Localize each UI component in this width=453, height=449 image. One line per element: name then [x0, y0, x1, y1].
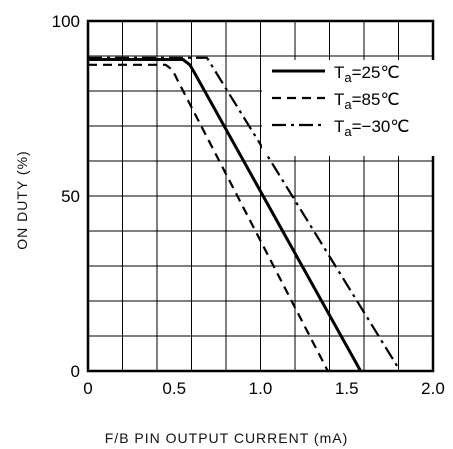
x-tick-label: 0.5 [162, 379, 186, 398]
legend-entry: Ta=−30℃ [334, 117, 409, 139]
y-tick-label: 50 [61, 187, 80, 206]
x-tick-label: 1.0 [249, 379, 273, 398]
y-axis-label: ON DUTY (%) [14, 150, 30, 250]
y-tick-label: 0 [71, 362, 80, 381]
legend: Ta=25℃ Ta=85℃ Ta=−30℃ [262, 60, 437, 156]
legend-background [262, 60, 437, 156]
legend-entry: Ta=85℃ [334, 90, 400, 112]
x-tick-label: 2.0 [421, 379, 445, 398]
plot-area [86, 19, 435, 373]
tick-labels: 0 0.5 1.0 1.5 2.0 0 50 100 [52, 12, 445, 398]
series-line [88, 58, 362, 372]
series-lines [88, 56, 402, 372]
y-tick-label: 100 [52, 12, 80, 31]
x-tick-label: 1.5 [335, 379, 359, 398]
series-line [88, 63, 329, 372]
series-line [88, 56, 402, 372]
x-tick-label: 0 [83, 379, 92, 398]
x-axis-label: F/B PIN OUTPUT CURRENT (mA) [104, 430, 349, 446]
legend-entry: Ta=25℃ [334, 63, 400, 85]
